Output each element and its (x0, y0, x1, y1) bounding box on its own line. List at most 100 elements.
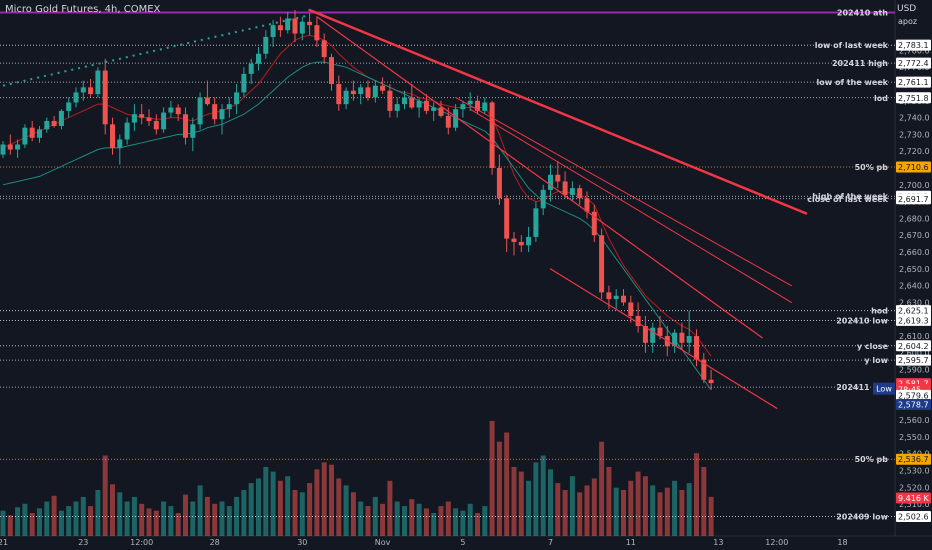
level-label: y close (857, 342, 889, 351)
volume-bar (183, 494, 188, 536)
volume-bar (569, 476, 575, 536)
moving-average-line (2, 34, 712, 357)
candle-body (511, 238, 517, 242)
price-badge-bg (896, 340, 931, 352)
volume-bar (263, 467, 269, 536)
candle-body (219, 109, 225, 120)
price-tick-label: 2,530.0 (899, 467, 930, 476)
trend-line (455, 96, 792, 287)
candle-body (402, 97, 407, 105)
volume-bar (621, 490, 626, 536)
volume-bar (504, 432, 510, 536)
candle-body (175, 107, 181, 115)
volume-bar (343, 485, 349, 536)
volume-bar (307, 483, 313, 536)
candle-body (358, 87, 364, 95)
candle-body (621, 295, 626, 303)
level-label: 202410 low (836, 316, 888, 325)
volume-bar (555, 483, 561, 536)
level-label: close of last week (807, 195, 888, 204)
candle-body (701, 359, 707, 380)
candle-body (153, 120, 159, 130)
candle-body (212, 104, 218, 120)
volume-bar (161, 501, 167, 536)
volume-bar (664, 487, 670, 536)
volume-bar (453, 508, 459, 536)
volume-bar (482, 506, 488, 536)
candle-body (314, 25, 320, 41)
price-tick-label: 2,640.0 (899, 282, 930, 291)
candle-body (22, 127, 28, 145)
price-badge-bg (896, 305, 931, 317)
volume-bar (124, 501, 130, 536)
candle-body (467, 100, 473, 105)
volume-bar (577, 492, 583, 536)
price-tick-label: 2,550.0 (899, 433, 930, 442)
candle-body (58, 110, 64, 126)
price-badge: 2,604.2 (898, 342, 929, 351)
volume-bar (299, 492, 305, 536)
price-tick-label: 2,780.0 (899, 46, 930, 55)
price-badge: 2,761.1 (898, 78, 929, 87)
volume-bar (694, 453, 699, 536)
price-tick-label: 2,590.0 (899, 366, 930, 375)
level-lines (0, 11, 895, 517)
price-badge: 2,578.7 (898, 400, 929, 409)
candle-body (124, 122, 130, 140)
candle-body (686, 336, 692, 343)
candle-body (95, 70, 101, 95)
candle-body (548, 174, 553, 190)
volume-bar (58, 510, 64, 536)
candles (0, 10, 714, 390)
volume-bar (234, 496, 240, 536)
candle-body (672, 332, 678, 347)
volume-bar (475, 513, 480, 536)
volume-bar (241, 490, 247, 536)
volume-bar (131, 496, 137, 536)
volume-bar (285, 476, 291, 536)
volume-bar (628, 480, 634, 536)
volume-bar (197, 485, 203, 536)
volume-bar (175, 513, 181, 536)
price-tick-label: 2,700.0 (899, 181, 930, 190)
volume-bar (533, 462, 539, 536)
candle-body (445, 115, 451, 128)
volume-bar (409, 499, 415, 536)
volume-bar (642, 476, 648, 536)
volume-bar (591, 478, 597, 536)
time-tick-label: 28 (210, 538, 220, 547)
volume-bar (256, 478, 261, 536)
volume-bar (102, 455, 108, 536)
volume-bar (526, 480, 532, 536)
candle-body (343, 90, 349, 105)
candle-body (0, 144, 6, 155)
volume-bar (117, 492, 123, 536)
candle-body (394, 104, 400, 111)
candle-body (80, 87, 86, 93)
price-tick-label: 2,730.0 (899, 130, 930, 139)
time-tick-label: 13 (713, 538, 723, 547)
level-label: hod (871, 307, 888, 316)
currency-button[interactable]: USD (897, 4, 917, 14)
candle-body (7, 144, 13, 150)
volume-bar (548, 469, 553, 536)
volume-bar (277, 480, 283, 536)
volume-bar (212, 503, 218, 536)
candle-body (482, 102, 488, 111)
time-tick-label: 12:00 (765, 538, 788, 547)
price-badge-bg (896, 389, 931, 401)
volume-bar (190, 501, 196, 536)
candle-body (650, 327, 656, 343)
time-tick-label: 18 (837, 538, 847, 547)
price-badge-bg (896, 354, 931, 366)
price-badges: 2,783.12,772.42,761.12,751.82,710.62,693… (896, 39, 931, 523)
price-badge: 2,536.7 (898, 455, 929, 464)
volume-bars (0, 421, 714, 536)
volume-bar (423, 508, 429, 536)
level-label: lod (874, 94, 888, 103)
chart-title: Micro Gold Futures, 4h, COMEX (5, 4, 161, 15)
volume-bar (329, 464, 334, 536)
volume-bar (350, 492, 356, 536)
volume-bar (540, 455, 546, 536)
